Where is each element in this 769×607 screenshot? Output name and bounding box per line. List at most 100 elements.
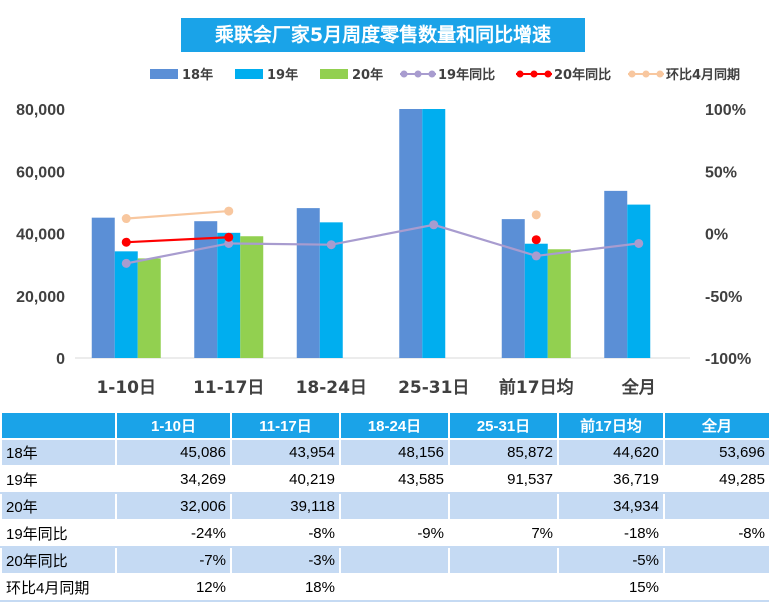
table-cell: 53,696 [663,438,769,467]
bar [240,236,264,358]
table-cell: 49,285 [663,465,769,494]
table-row: 19年同比 -24% -8% -9% 7% -18% -8% [0,519,769,548]
table-cell [663,546,769,575]
bar [217,232,241,358]
line-layer [121,206,644,268]
row-label: 19年同比 [0,519,117,548]
table-row: 环比4月同期 12% 18% 15% [0,573,769,602]
line-point [429,220,439,230]
y2-tick-label: -50% [705,289,742,306]
y2-tick-label: 0% [705,227,728,244]
legend-label: 18年 [182,67,213,83]
table-cell: -18% [557,519,665,548]
series-line [126,236,229,244]
table-header-cell: 11-17日 [230,411,341,440]
table-cell [663,492,769,521]
row-label: 环比4月同期 [0,573,117,602]
table-cell [339,546,450,575]
row-label: 20年 [0,492,117,521]
x-tick-label: 11-17日 [193,378,264,398]
table-cell: -9% [339,519,450,548]
bar [296,208,320,358]
data-table: 1-10日 11-17日 18-24日 25-31日 前17日均 全月 18年 45,086… [0,411,769,602]
line-point [121,258,131,268]
table-cell [339,573,450,602]
table-cell: 91,537 [448,465,559,494]
legend-swatch [150,69,178,79]
table-cell: 48,156 [339,438,450,467]
table-cell: -8% [663,519,769,548]
bar [627,204,651,358]
bar [114,251,138,358]
table-header-cell [0,411,117,440]
table-cell: 7% [448,519,559,548]
table-cell [339,492,450,521]
row-label: 20年同比 [0,546,117,575]
bar [524,243,548,358]
bar [501,219,525,358]
x-tick-label: 1-10日 [96,378,156,398]
table-header-row: 1-10日 11-17日 18-24日 25-31日 前17日均 全月 [0,411,769,440]
legend-label: 20年 [352,67,383,83]
x-tick-label: 前17日均 [499,377,574,398]
legend-marker [414,70,422,78]
legend-marker [628,70,636,78]
line-point [634,238,644,248]
legend-marker [530,70,538,78]
table-cell: 32,006 [115,492,232,521]
bar [91,217,115,358]
legend-label: 20年同比 [554,67,611,83]
table-header-cell: 1-10日 [115,411,232,440]
bar-layer [91,109,651,358]
table-cell: 40,219 [230,465,341,494]
table-cell [448,546,559,575]
line-point [224,238,234,248]
y-tick-label: 20,000 [16,289,65,306]
line-point [121,237,131,247]
table-cell: 45,086 [115,438,232,467]
table-cell [448,492,559,521]
y-tick-label: 80,000 [16,102,65,119]
table-row: 20年同比 -7% -3% -5% [0,546,769,575]
bar [194,221,218,358]
table-row: 19年 34,269 40,219 43,585 91,537 36,719 49,285 [0,465,769,494]
line-point [531,235,541,245]
table-cell: 18% [230,573,341,602]
table-cell: -8% [230,519,341,548]
legend: 18年 19年 20年 19年同比 20年同比 环比4月同期 [150,67,740,83]
legend-swatch [320,69,348,79]
table-row: 20年 32,006 39,118 34,934 [0,492,769,521]
table-cell: 43,585 [339,465,450,494]
combo-chart: 80,000 60,000 40,000 20,000 0 100% 50% 0% -50% -1… [16,67,751,398]
bar [604,190,628,358]
legend-marker [428,70,436,78]
table-cell [448,573,559,602]
legend-label: 19年 [267,67,298,83]
table-cell: -24% [115,519,232,548]
table-cell: 34,934 [557,492,665,521]
table-row: 18年 45,086 43,954 48,156 85,872 44,620 53,696 [0,438,769,467]
table-cell: 12% [115,573,232,602]
row-label: 18年 [0,438,117,467]
legend-marker [516,70,524,78]
bar [547,249,571,358]
table-cell: -3% [230,546,341,575]
legend-swatch [235,69,263,79]
line-point [531,251,541,261]
x-tick-label: 18-24日 [296,378,367,398]
table-cell: 39,118 [230,492,341,521]
x-tick-label: 25-31日 [398,378,469,398]
legend-marker [656,70,664,78]
table-cell: 44,620 [557,438,665,467]
bar [422,109,446,358]
legend-label: 19年同比 [438,67,495,83]
line-point [531,210,541,220]
bar [319,222,343,358]
chart-title: 乘联会厂家5月周度零售数量和同比增速 [181,18,585,52]
bar [137,258,161,358]
table-cell [663,573,769,602]
table-cell: 15% [557,573,665,602]
y2-tick-label: 50% [705,164,737,181]
table-cell: -7% [115,546,232,575]
legend-marker [642,70,650,78]
